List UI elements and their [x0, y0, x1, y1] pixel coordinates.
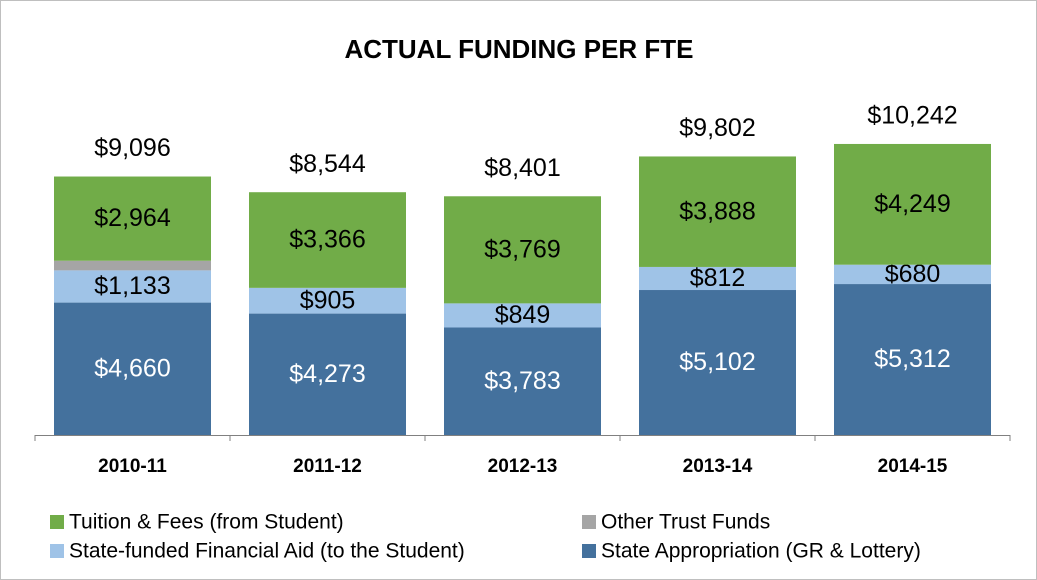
bar-segment — [54, 270, 211, 303]
data-label: $4,249 — [874, 190, 950, 218]
legend-swatch — [582, 515, 596, 529]
data-label: $905 — [300, 286, 356, 314]
bar-segment — [639, 290, 796, 435]
data-label: $5,102 — [679, 348, 755, 376]
total-label: $8,544 — [289, 150, 366, 178]
total-label: $10,242 — [867, 102, 957, 130]
data-label: $4,273 — [289, 360, 365, 388]
legend-swatch — [50, 515, 64, 529]
data-label: $5,312 — [874, 345, 950, 373]
bar-segment — [639, 266, 796, 291]
bar-segment — [444, 196, 601, 304]
data-label: $849 — [495, 301, 551, 329]
legend-swatch — [582, 544, 596, 558]
bar-segment — [249, 313, 406, 435]
bar-segment — [444, 303, 601, 328]
bar-segment — [54, 302, 211, 435]
data-label: $812 — [690, 264, 746, 292]
bar-segment — [834, 264, 991, 285]
data-label: $3,366 — [289, 226, 365, 254]
x-tick-label: 2013-14 — [683, 456, 753, 477]
legend-swatch — [50, 544, 64, 558]
data-label: $4,660 — [94, 354, 170, 382]
bar-segment — [834, 143, 991, 265]
bar-segment — [639, 156, 796, 267]
bar-segment — [834, 284, 991, 435]
x-tick-label: 2012-13 — [488, 456, 558, 477]
data-label: $3,888 — [679, 197, 755, 225]
bar-segment — [54, 176, 211, 261]
legend-label: State-funded Financial Aid (to the Stude… — [69, 540, 465, 563]
data-label: $2,964 — [94, 204, 171, 232]
data-label: $1,133 — [94, 272, 170, 300]
x-tick-label: 2011-12 — [293, 456, 362, 477]
bar-segment — [249, 287, 406, 314]
total-label: $9,802 — [679, 114, 755, 142]
data-label: $3,783 — [484, 367, 560, 395]
bar-segment — [444, 327, 601, 435]
x-tick-label: 2010-11 — [98, 456, 167, 477]
legend-label: State Appropriation (GR & Lottery) — [601, 540, 921, 563]
legend-label: Other Trust Funds — [601, 511, 770, 534]
bar-segment — [54, 260, 211, 271]
data-label: $3,769 — [484, 235, 560, 263]
bar-segment — [249, 192, 406, 288]
legend-label: Tuition & Fees (from Student) — [69, 511, 344, 534]
total-label: $8,401 — [484, 154, 560, 182]
x-tick-label: 2014-15 — [878, 456, 948, 477]
chart-title: ACTUAL FUNDING PER FTE — [344, 34, 693, 64]
total-label: $9,096 — [94, 134, 170, 162]
